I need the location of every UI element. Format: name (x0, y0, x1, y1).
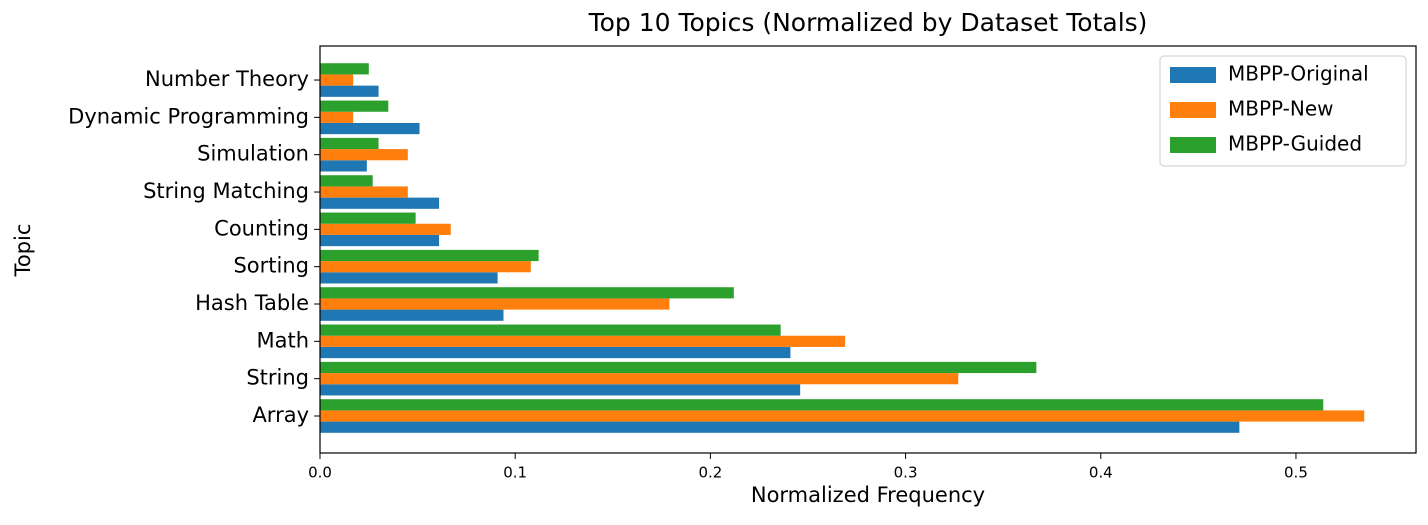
bar (320, 85, 379, 97)
plot-frame (319, 45, 1417, 454)
legend-label: MBPP-Guided (1228, 132, 1362, 156)
bar (320, 212, 416, 224)
bar (320, 309, 504, 321)
bar (320, 175, 373, 187)
bar (320, 272, 498, 284)
x-tick-label: 0.4 (1089, 464, 1113, 482)
x-tick-label: 0.1 (503, 464, 527, 482)
legend-label: MBPP-New (1228, 97, 1334, 121)
legend-box (1159, 55, 1407, 167)
bar (320, 410, 1365, 422)
bar (320, 197, 440, 209)
y-tick-label: String (246, 366, 309, 390)
x-axis-label: Normalized Frequency (751, 483, 985, 507)
y-tick-label: String Matching (143, 179, 309, 203)
bar (320, 298, 670, 310)
bar (320, 384, 801, 396)
bar (320, 346, 791, 359)
y-tick-label: Counting (214, 216, 309, 240)
bar (320, 399, 1324, 411)
legend-swatch (1170, 102, 1216, 118)
y-axis-label: Topic (11, 224, 35, 278)
x-tick-label: 0.3 (894, 464, 918, 482)
bar (320, 74, 354, 86)
bar (320, 287, 734, 299)
bar (320, 137, 379, 150)
bar (320, 149, 408, 161)
bar (320, 373, 959, 385)
y-tick-label: Hash Table (195, 291, 309, 315)
bar (320, 361, 1037, 374)
bar (320, 111, 354, 123)
y-tick-label: Dynamic Programming (68, 104, 309, 128)
legend-swatch (1170, 137, 1216, 153)
bar (320, 63, 369, 75)
y-tick-label: Sorting (233, 254, 309, 278)
x-tick-label: 0.2 (698, 464, 722, 482)
bar (320, 324, 781, 336)
bar (320, 160, 367, 172)
x-tick-label: 0.5 (1284, 464, 1308, 482)
bar (320, 261, 531, 273)
bar (320, 122, 420, 135)
y-tick-label: Simulation (197, 142, 309, 166)
bar (320, 223, 451, 235)
bar (320, 421, 1240, 433)
y-tick-label: Array (252, 403, 309, 427)
bar (320, 186, 408, 198)
legend-swatch (1170, 67, 1216, 83)
y-tick-label: Math (256, 328, 309, 352)
chart-title: Top 10 Topics (Normalized by Dataset Tot… (588, 8, 1148, 37)
legend-label: MBPP-Original (1228, 62, 1369, 86)
bar (320, 249, 539, 262)
bar (320, 100, 389, 112)
bar (320, 234, 440, 247)
x-tick-label: 0.0 (308, 464, 332, 482)
y-tick-label: Number Theory (145, 67, 309, 91)
bar (320, 335, 846, 347)
